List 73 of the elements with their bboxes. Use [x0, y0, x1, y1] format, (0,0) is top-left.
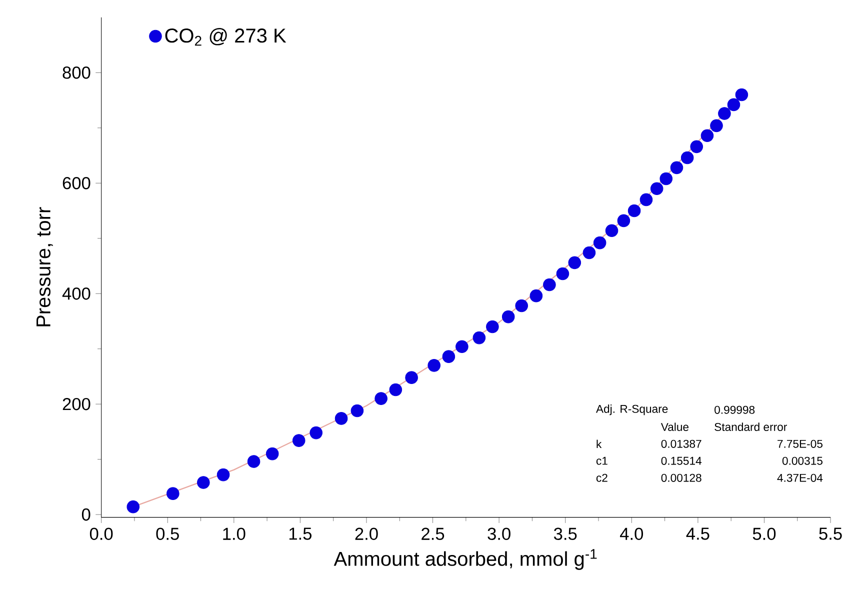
y-tick-label: 400 — [62, 288, 90, 300]
point — [690, 140, 704, 154]
point — [543, 278, 556, 292]
y-tick-label: 600 — [62, 177, 90, 190]
annotation: 0.15514 — [661, 457, 702, 466]
point — [197, 476, 210, 490]
point — [350, 404, 364, 418]
point — [486, 320, 499, 334]
annotation: Adj. R-Square — [596, 404, 668, 416]
point — [680, 152, 694, 164]
point — [472, 332, 486, 344]
point — [617, 214, 630, 228]
point — [640, 194, 653, 206]
point — [334, 412, 348, 426]
point — [727, 98, 740, 112]
point — [710, 119, 723, 132]
point — [670, 161, 684, 174]
annotation: 0.00128 — [661, 474, 702, 482]
x-tick-label: 1.5 — [289, 528, 312, 540]
point — [166, 487, 180, 500]
point — [374, 392, 388, 406]
x-tick-label: 3.5 — [554, 528, 577, 540]
x-tick-label: 2.0 — [355, 528, 378, 540]
point — [568, 256, 582, 270]
x-tick-label: 5.5 — [819, 528, 842, 540]
point — [515, 300, 528, 312]
x-tick-label: 0.0 — [90, 528, 113, 540]
point — [456, 340, 468, 354]
point — [556, 268, 570, 280]
point — [605, 224, 618, 238]
x-tick-label: 4.5 — [686, 528, 710, 540]
annotation: 0.01387 — [661, 440, 702, 448]
point — [582, 246, 596, 260]
x-axis-title: Ammount adsorbed, mmol g$^{-1}$ — [334, 549, 597, 570]
annotation: 0.99998 — [714, 406, 755, 414]
point — [502, 310, 515, 324]
point — [718, 107, 731, 120]
point — [530, 290, 543, 302]
point — [292, 434, 306, 448]
x-tick-label: 4.0 — [620, 528, 644, 540]
annotation: c1 — [596, 457, 608, 465]
point — [593, 236, 606, 250]
point — [428, 359, 441, 372]
annotation: 7.75E-05 — [778, 440, 822, 448]
point — [126, 500, 140, 514]
annotation: c2 — [596, 474, 608, 482]
point — [660, 172, 673, 186]
point — [442, 350, 456, 364]
point — [405, 371, 418, 384]
x-tick-label: 5.0 — [752, 528, 776, 540]
annotation: 4.37E-04 — [777, 474, 823, 482]
point — [247, 455, 260, 468]
y-tick-label: 200 — [62, 398, 90, 410]
point — [735, 88, 748, 102]
point — [266, 448, 279, 460]
x-tick-label: 3.0 — [488, 528, 510, 540]
point — [650, 182, 664, 196]
x-tick-label: 0.5 — [156, 528, 179, 540]
y-tick-label: 0 — [82, 508, 90, 521]
annotation: k — [596, 440, 602, 448]
y-tick-label: 800 — [62, 66, 90, 80]
y-axis-title: Pressure, torr — [36, 207, 53, 327]
x-tick-label: 1.0 — [223, 528, 246, 540]
point — [310, 426, 322, 440]
annotation: Standard error — [714, 422, 787, 432]
annotation: 0.00315 — [782, 457, 822, 466]
x-tick-label: 2.5 — [422, 528, 444, 540]
point — [389, 384, 402, 396]
annotation: Value — [660, 422, 689, 432]
legend-label: CO$_{2}$ @ 273 K — [165, 28, 286, 46]
point — [628, 204, 641, 218]
point — [216, 468, 230, 482]
point — [700, 129, 714, 142]
